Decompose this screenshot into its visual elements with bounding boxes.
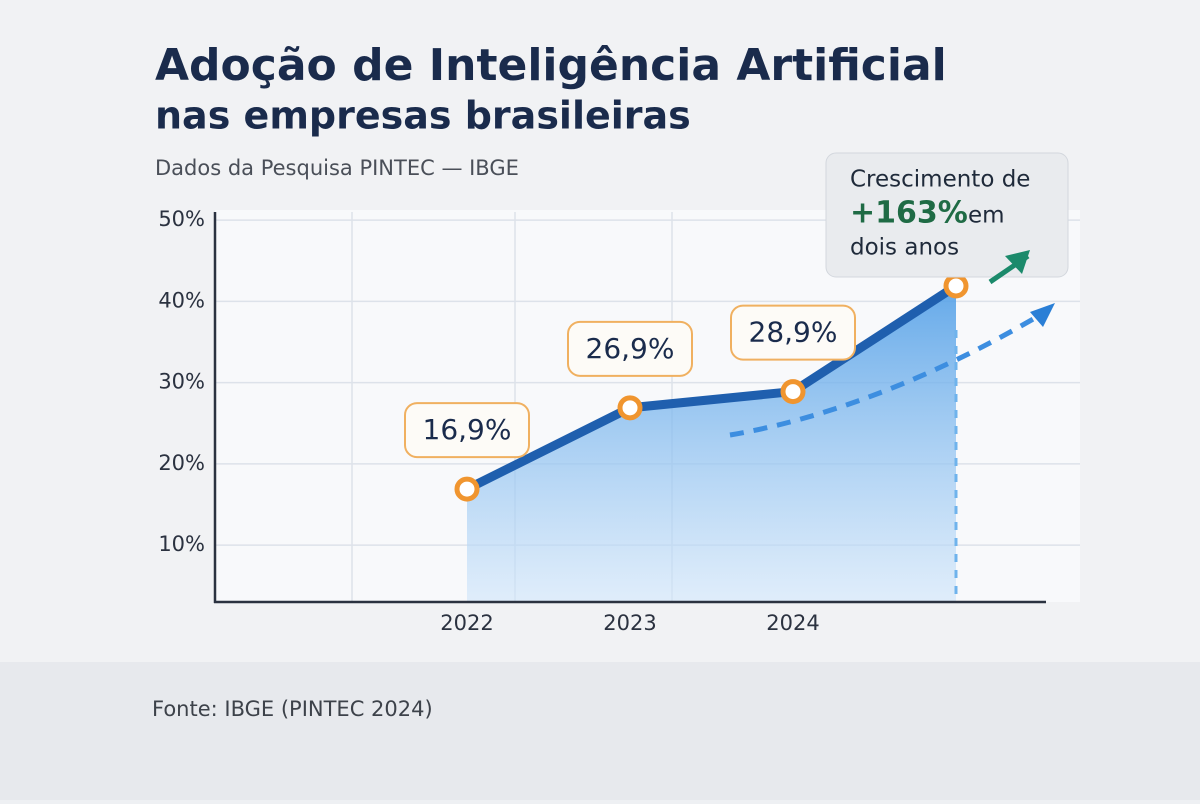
value-label-box bbox=[567, 320, 693, 377]
annotation-arrow-head bbox=[1005, 250, 1030, 274]
x-tick-label: 2022 bbox=[440, 611, 493, 635]
annotation-after: em bbox=[968, 203, 1005, 229]
y-tick-label: 50% bbox=[158, 207, 205, 231]
value-label: 26,9% bbox=[586, 332, 675, 365]
x-tick-label: 2023 bbox=[603, 611, 656, 635]
trend-arrow bbox=[729, 312, 1042, 438]
y-tick-label: 10% bbox=[158, 532, 205, 556]
point bbox=[617, 395, 643, 421]
y-tick-label: 20% bbox=[158, 451, 205, 475]
source: Fonte: IBGE (PINTEC 2024) bbox=[152, 697, 433, 721]
annotation-box bbox=[825, 152, 1069, 278]
value-label: 28,9% bbox=[749, 316, 838, 349]
chart-title: Adoção de Inteligência Artificial bbox=[155, 40, 947, 91]
area bbox=[467, 285, 956, 602]
point bbox=[454, 476, 480, 502]
annotation-line1: Crescimento de bbox=[850, 167, 1030, 193]
chart-title-line2: nas empresas brasileiras bbox=[155, 94, 691, 138]
area-group bbox=[467, 285, 956, 602]
annotation-highlight: +163% bbox=[850, 196, 968, 231]
chart-subtitle: Dados da Pesquisa PINTEC — IBGE bbox=[155, 156, 519, 180]
value-label: 16,9% bbox=[423, 413, 512, 446]
point bbox=[780, 379, 806, 405]
trend-arrow-head bbox=[1030, 303, 1055, 327]
y-tick-label: 30% bbox=[158, 370, 205, 394]
value-label-box bbox=[730, 304, 856, 361]
value-label-box bbox=[404, 402, 530, 459]
line bbox=[462, 281, 961, 494]
y-tick-label: 40% bbox=[158, 288, 205, 312]
point bbox=[943, 273, 969, 299]
x-tick-label: 2024 bbox=[766, 611, 819, 635]
annotation-line3: dois anos bbox=[850, 235, 959, 261]
footer-band bbox=[0, 662, 1200, 800]
